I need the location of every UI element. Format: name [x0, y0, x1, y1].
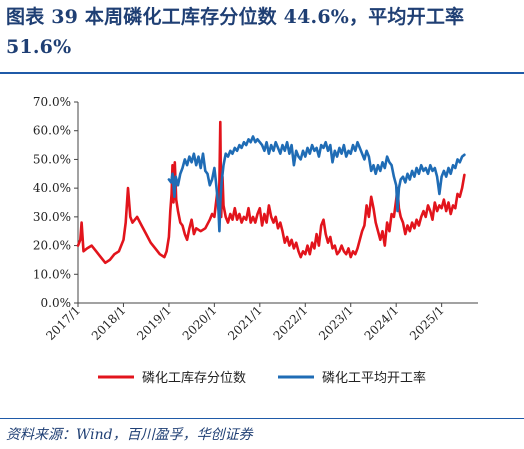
x-tick-label: 2021/1: [225, 303, 265, 343]
x-tick-label: 2019/1: [134, 303, 174, 343]
y-tick-label: 20.0%: [33, 239, 71, 253]
legend-label-2: 磷化工平均开工率: [322, 370, 426, 386]
series-layer: [76, 120, 466, 265]
x-axis: 2017/1 2018/1 2019/1 2020/1 2021/1 2022/1 2023…: [43, 302, 478, 343]
figure-title: 图表 39 本周磷化工库存分位数 44.6%，平均开工率 51.6%: [6, 6, 465, 58]
series-line-2: [167, 135, 466, 233]
source-note: 资料来源：Wind，百川盈孚，华创证券: [6, 427, 253, 443]
x-tick-label: 2023/1: [316, 303, 356, 343]
source-divider: [0, 418, 524, 419]
x-tick-label: 2025/1: [407, 303, 447, 343]
x-tick-label: 2018/1: [89, 303, 129, 343]
x-tick-label: 2024/1: [362, 303, 402, 343]
line-chart: 0.0%10.0%20.0%30.0%40.0%50.0%60.0%70.0% …: [33, 95, 478, 386]
y-tick-label: 40.0%: [33, 181, 71, 195]
y-tick-label: 70.0%: [33, 95, 71, 109]
title-divider: [0, 72, 524, 74]
y-axis: 0.0% 10.0% 20.0% 30.0% 40.0% 50.0% 60.0% 70.0%: [33, 95, 79, 310]
y-tick-label: 10.0%: [33, 267, 71, 281]
y-tick-label: 0.0%: [41, 296, 72, 310]
series-line-1: [76, 120, 466, 265]
legend-label-1: 磷化工库存分位数: [142, 370, 246, 386]
y-tick-label: 60.0%: [33, 124, 71, 138]
y-tick-label: 50.0%: [33, 152, 71, 166]
legend: 磷化工库存分位数 磷化工平均开工率: [98, 370, 426, 386]
y-tick-label: 30.0%: [33, 210, 71, 224]
x-tick-label: 2022/1: [271, 303, 311, 343]
x-tick-label: 2020/1: [180, 303, 220, 343]
